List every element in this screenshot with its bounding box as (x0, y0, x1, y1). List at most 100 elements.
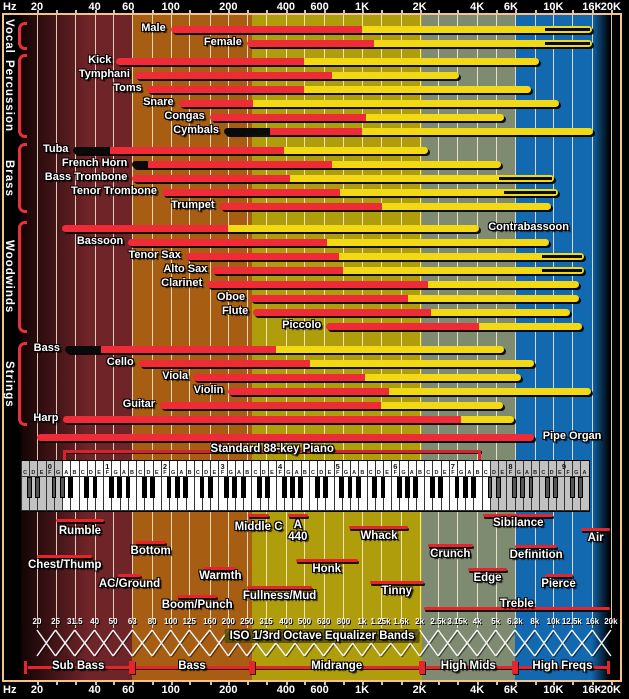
label-pipe-organ[interactable]: Pipe Organ (542, 430, 602, 442)
black-key[interactable] (397, 477, 402, 498)
black-key[interactable] (117, 477, 123, 498)
bar-kick-yellow[interactable] (304, 57, 539, 65)
bar-bass-trombone-red[interactable] (132, 174, 290, 182)
bar-tenor-sax-hl[interactable] (541, 254, 582, 258)
label-kick[interactable]: Kick (88, 54, 112, 66)
label-toms[interactable]: Toms (113, 82, 142, 94)
black-key[interactable] (438, 477, 443, 498)
bar-toms-yellow[interactable] (304, 85, 531, 93)
bar-harp-yellow[interactable] (461, 415, 514, 423)
piano-range-label[interactable]: Standard 88-key Piano (210, 443, 334, 455)
black-key[interactable] (372, 477, 378, 498)
white-key-C1[interactable] (78, 477, 87, 511)
black-key[interactable] (512, 477, 517, 498)
descriptor-sibilance[interactable]: Sibilance (493, 517, 544, 529)
bar-female-hl[interactable] (544, 41, 591, 45)
black-key[interactable] (495, 477, 501, 498)
white-key-C0[interactable] (21, 477, 30, 511)
black-key[interactable] (67, 477, 73, 498)
black-key[interactable] (142, 477, 147, 498)
descriptor-definition[interactable]: Definition (509, 549, 563, 561)
bar-bassoon-red[interactable] (128, 238, 328, 246)
bar-bass-black[interactable] (64, 345, 101, 353)
white-key-C8[interactable] (481, 477, 490, 511)
bar-tuba-black[interactable] (73, 146, 110, 154)
bar-tenor-sax-yellow[interactable] (338, 252, 584, 260)
bar-flute-red[interactable] (253, 308, 431, 316)
bar-male-yellow[interactable] (362, 25, 593, 33)
black-key[interactable] (545, 477, 550, 498)
black-key[interactable] (339, 477, 345, 498)
bar-tenor-trombone-red[interactable] (161, 188, 341, 196)
descriptor-fullness-mud[interactable]: Fullness/Mud (242, 590, 317, 602)
descriptor-chest-thump[interactable]: Chest/Thump (27, 559, 102, 571)
white-key-C5[interactable] (308, 477, 318, 511)
descriptor-air[interactable]: Air (587, 532, 604, 544)
label-bassoon[interactable]: Bassoon (76, 235, 124, 247)
range-band-sub-bass[interactable]: Sub Bass (51, 660, 105, 672)
black-key[interactable] (150, 477, 156, 498)
black-key[interactable] (59, 477, 65, 498)
bar-cymbals-yellow[interactable] (362, 127, 594, 135)
bar-bass-trombone-yellow[interactable] (289, 174, 555, 182)
white-key-C7[interactable] (424, 477, 433, 511)
bar-piccolo-yellow[interactable] (479, 322, 582, 330)
descriptor-treble[interactable]: Treble (499, 598, 534, 610)
black-key[interactable] (84, 477, 90, 498)
label-french-horn[interactable]: French Horn (61, 157, 128, 169)
bar-piccolo-red[interactable] (326, 322, 480, 330)
bar-snare-red[interactable] (178, 99, 254, 107)
white-key-F6[interactable] (391, 477, 400, 511)
black-key[interactable] (232, 477, 238, 498)
range-band-high-mids[interactable]: High Mids (440, 660, 496, 672)
descriptor-boom-punch[interactable]: Boom/Punch (161, 599, 233, 611)
white-key-C6[interactable] (366, 477, 375, 511)
black-key[interactable] (413, 477, 419, 498)
bar-kick-red[interactable] (116, 57, 305, 65)
black-key[interactable] (405, 477, 411, 498)
black-key[interactable] (569, 477, 575, 498)
black-key[interactable] (355, 477, 361, 498)
black-key[interactable] (322, 477, 328, 498)
bar-trumpet-yellow[interactable] (381, 202, 551, 210)
bar-viola-red[interactable] (193, 373, 366, 381)
black-key[interactable] (454, 477, 460, 498)
black-key[interactable] (520, 477, 526, 498)
descriptor-a-440[interactable]: A 440 (288, 519, 308, 543)
bar-congas-red[interactable] (209, 113, 367, 121)
bar-male-hl[interactable] (544, 27, 591, 31)
bar-clarinet-red[interactable] (207, 280, 428, 288)
bar-violin-red[interactable] (228, 387, 389, 395)
bar-french-horn-yellow[interactable] (332, 160, 501, 168)
bar-cymbals-red[interactable] (269, 127, 362, 135)
black-key[interactable] (174, 477, 180, 498)
bar-bass-trombone-hl[interactable] (498, 176, 553, 180)
bar-congas-yellow[interactable] (366, 113, 504, 121)
black-key[interactable] (92, 477, 98, 498)
bar-female-yellow[interactable] (373, 39, 593, 47)
bar-male-red[interactable] (170, 25, 362, 33)
bar-tymphani-yellow[interactable] (332, 71, 459, 79)
bar-oboe-yellow[interactable] (408, 294, 579, 302)
bar-bass-yellow[interactable] (275, 345, 504, 353)
white-key-C2[interactable] (136, 477, 145, 511)
bar-oboe-red[interactable] (250, 294, 409, 302)
white-key-F7[interactable] (448, 477, 457, 511)
black-key[interactable] (183, 477, 188, 498)
descriptor-edge[interactable]: Edge (473, 572, 502, 584)
white-key-C9[interactable] (539, 477, 548, 511)
bar-toms-red[interactable] (146, 85, 305, 93)
white-key-F4[interactable] (276, 477, 285, 511)
label-violin[interactable]: Violin (193, 384, 224, 396)
bar-viola-yellow[interactable] (365, 373, 522, 381)
black-key[interactable] (240, 477, 246, 498)
bar-french-horn-red[interactable] (147, 160, 333, 168)
bar-french-horn-black[interactable] (132, 160, 148, 168)
descriptor-tinny[interactable]: Tinny (381, 585, 413, 597)
descriptor-whack[interactable]: Whack (360, 530, 398, 542)
bar-bass-red[interactable] (100, 345, 276, 353)
bar-cello-red[interactable] (138, 359, 310, 367)
black-key[interactable] (51, 477, 57, 498)
bar-snare-yellow[interactable] (253, 99, 559, 107)
black-key[interactable] (207, 477, 213, 498)
